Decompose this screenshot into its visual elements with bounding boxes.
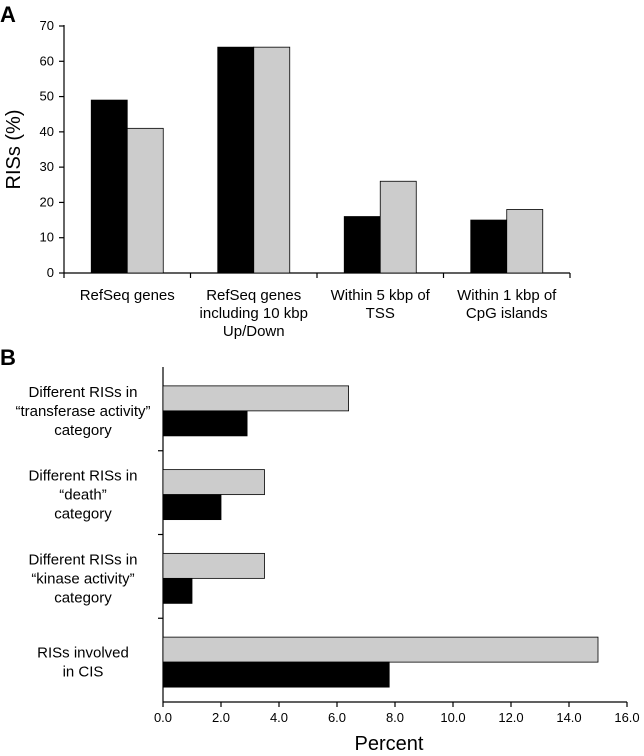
b-x-tick-label: 6.0	[328, 710, 346, 725]
b-category-label: in CIS	[63, 664, 104, 681]
bar-b-black-2	[162, 494, 222, 521]
x-category-label: TSS	[366, 305, 395, 322]
b-x-tick-label: 0.0	[154, 710, 172, 725]
bar-b-gray-2	[162, 469, 265, 496]
x-category-label: Up/Down	[223, 323, 285, 340]
b-category-label: “transferase activity”	[15, 403, 150, 420]
panel-b-letter: B	[0, 345, 16, 370]
bar-a-gray-4	[506, 209, 544, 274]
b-x-tick-label: 4.0	[270, 710, 288, 725]
bar-a-gray-1	[126, 127, 164, 274]
b-category-label: Different RISs in	[29, 551, 138, 568]
y-tick-label: 70	[40, 18, 54, 33]
bar-b-black-1	[162, 410, 248, 437]
b-category-label: Different RISs in	[29, 468, 138, 485]
b-x-tick-label: 8.0	[386, 710, 404, 725]
b-category-label: Different RISs in	[29, 384, 138, 401]
bar-b-gray-4	[162, 636, 599, 663]
bar-a-black-1	[90, 99, 128, 274]
bar-b-gray-1	[162, 385, 350, 412]
bar-a-black-2	[217, 46, 255, 274]
x-category-label: including 10 kbp	[200, 305, 308, 322]
bar-b-black-3	[162, 577, 193, 604]
bar-b-gray-3	[162, 552, 265, 579]
y-tick-label: 30	[40, 159, 54, 174]
b-category-label: category	[54, 589, 112, 606]
bar-a-black-3	[343, 216, 381, 274]
x-category-label: Within 1 kbp of	[457, 287, 557, 304]
y-tick-label: 50	[40, 89, 54, 104]
x-category-label: Within 5 kbp of	[331, 287, 431, 304]
b-x-tick-label: 12.0	[498, 710, 523, 725]
x-category-label: RefSeq genes	[206, 287, 301, 304]
bar-a-black-4	[470, 219, 508, 274]
y-axis-title: RISs (%)	[3, 110, 25, 190]
panel-a-letter: A	[0, 2, 16, 27]
x-category-label: RefSeq genes	[80, 287, 175, 304]
b-x-tick-label: 16.0	[614, 710, 639, 725]
chart-b: 0.0 2.0 4.0 6.0 8.0 10.0 12.0 14.0 16.0 Percent Di…	[15, 367, 640, 755]
b-category-label: category	[54, 422, 112, 439]
y-tick-label: 60	[40, 53, 54, 68]
b-category-label: “death”	[59, 487, 107, 504]
b-x-tick-label: 2.0	[212, 710, 230, 725]
b-category-label: “kinase activity”	[31, 570, 134, 587]
b-x-axis-title: Percent	[355, 733, 424, 755]
y-tick-label: 10	[40, 230, 54, 245]
b-category-label: category	[54, 506, 112, 523]
chart-a: 0 10 20 30 40 50 60 70 RISs (%) RefSeq genes RefSe…	[3, 18, 571, 340]
bar-a-gray-3	[379, 180, 417, 274]
b-x-tick-label: 14.0	[556, 710, 581, 725]
y-tick-label: 20	[40, 194, 54, 209]
b-x-tick-label: 10.0	[440, 710, 465, 725]
bar-a-gray-2	[253, 46, 291, 274]
y-tick-label: 0	[47, 265, 54, 280]
x-category-label: CpG islands	[466, 305, 548, 322]
b-category-label: RISs involved	[37, 645, 129, 662]
y-tick-label: 40	[40, 124, 54, 139]
bar-b-black-4	[162, 661, 390, 688]
